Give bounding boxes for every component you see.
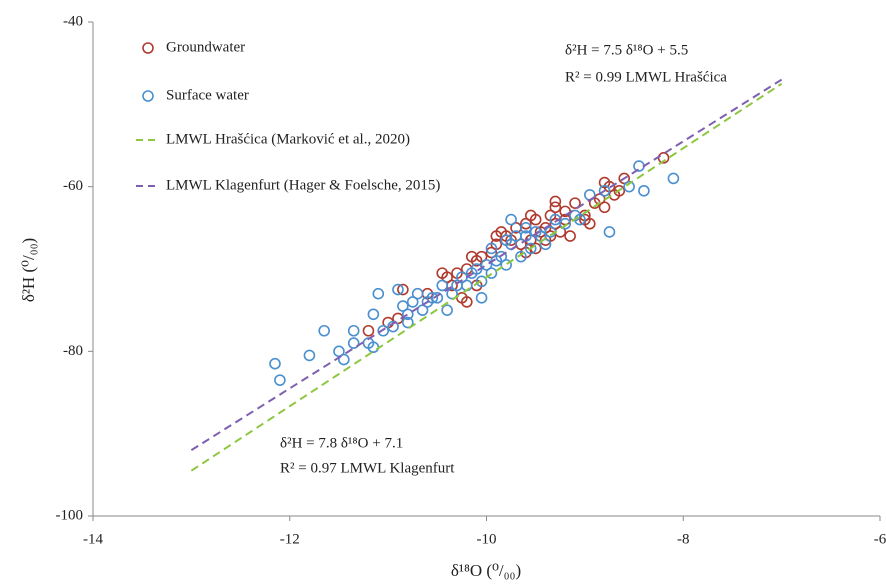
data-point	[495, 250, 508, 263]
data-point	[406, 296, 419, 308]
data-point	[549, 201, 562, 214]
fit-line	[190, 82, 783, 472]
data-point	[520, 222, 532, 234]
data-point	[618, 172, 631, 185]
data-point	[490, 230, 503, 242]
data-point	[461, 296, 473, 308]
data-point	[392, 283, 404, 296]
data-point	[347, 337, 360, 349]
data-point	[480, 259, 493, 271]
data-point	[515, 250, 527, 263]
data-point	[598, 201, 611, 214]
y-tick-label: -80	[63, 343, 83, 359]
data-point	[441, 304, 453, 316]
data-point	[524, 209, 537, 222]
data-point	[569, 197, 581, 209]
data-point	[583, 217, 596, 230]
data-point	[500, 259, 512, 271]
data-point	[549, 195, 562, 208]
legend-label: Surface water	[166, 87, 249, 103]
annotation: δ²H = 7.5 δ¹⁸O + 5.5	[565, 42, 688, 58]
x-tick-label: -10	[477, 531, 497, 547]
annotation: δ²H = 7.8 δ¹⁸O + 7.1	[280, 435, 403, 451]
data-point	[269, 357, 281, 370]
data-point	[338, 353, 350, 366]
x-tick-label: -8	[677, 531, 690, 547]
data-point	[603, 226, 616, 238]
data-point	[485, 242, 498, 255]
data-point	[623, 180, 635, 193]
x-tick-label: -6	[874, 531, 886, 547]
data-point	[500, 234, 512, 246]
data-point	[274, 374, 286, 386]
data-point	[520, 217, 532, 230]
data-point	[485, 246, 498, 259]
y-axis-label: δ²H (⁰/₀₀)	[19, 238, 38, 302]
data-point	[475, 275, 488, 288]
data-point	[401, 316, 414, 329]
y-tick-label: -60	[63, 178, 83, 194]
data-point	[372, 287, 385, 300]
data-point	[347, 324, 360, 337]
legend-label: LMWL Klagenfurt (Hager & Foelsche, 2015)	[166, 177, 440, 193]
x-axis-label: δ¹⁸O (⁰/₀₀)	[451, 561, 521, 580]
data-point	[638, 184, 650, 197]
data-point	[397, 300, 409, 312]
data-point	[377, 324, 390, 337]
data-point	[421, 296, 434, 308]
data-point	[431, 292, 444, 304]
data-point	[559, 217, 572, 230]
data-point	[465, 267, 478, 279]
annotation: R² = 0.99 LMWL Hrašćica	[565, 69, 727, 85]
data-point	[505, 213, 517, 226]
x-tick-label: -14	[83, 531, 103, 547]
data-point	[485, 267, 498, 279]
data-point	[667, 172, 680, 185]
data-point	[613, 184, 626, 197]
data-point	[598, 184, 611, 197]
data-point	[416, 304, 429, 316]
legend-swatch	[142, 42, 154, 54]
data-point	[564, 230, 576, 242]
annotation: R² = 0.97 LMWL Klagenfurt	[280, 460, 455, 476]
data-point	[362, 324, 375, 337]
data-point	[303, 349, 316, 362]
legend-label: LMWL Hrašćica (Marković et al., 2020)	[166, 131, 410, 147]
data-point	[401, 308, 414, 321]
data-point	[318, 324, 330, 337]
data-point	[524, 242, 537, 255]
y-tick-label: -100	[56, 507, 84, 523]
data-point	[397, 283, 409, 296]
data-point	[465, 250, 478, 263]
legend-swatch	[142, 90, 154, 102]
y-tick-label: -40	[63, 13, 83, 29]
legend-label: Groundwater	[166, 39, 245, 55]
data-point	[436, 279, 449, 292]
data-point	[475, 292, 488, 304]
data-point	[387, 320, 399, 333]
x-tick-label: -12	[280, 531, 300, 547]
data-point	[436, 267, 449, 279]
data-point	[367, 308, 380, 321]
data-point	[411, 287, 424, 300]
